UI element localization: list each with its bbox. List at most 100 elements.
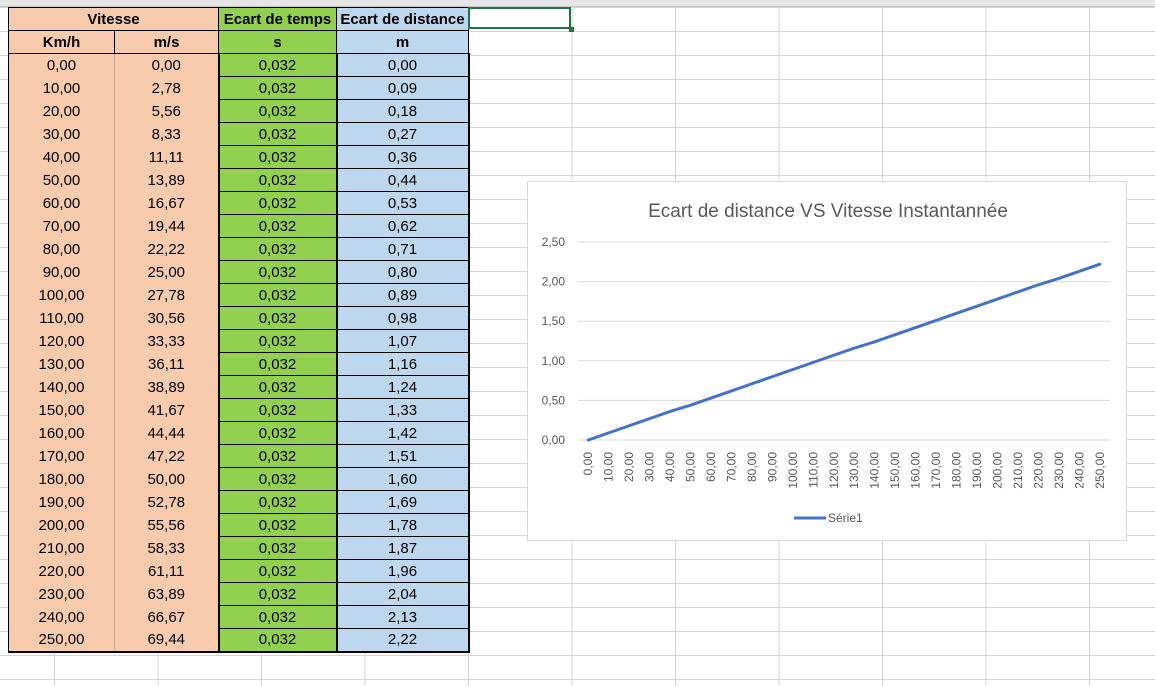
cell-kmh[interactable]: 90,00 bbox=[8, 260, 115, 284]
cell-distance[interactable]: 1,60 bbox=[336, 467, 470, 491]
cell-kmh[interactable]: 150,00 bbox=[8, 398, 115, 422]
cell-ms[interactable]: 50,00 bbox=[114, 467, 220, 491]
data-point[interactable] bbox=[791, 368, 795, 371]
cell-distance[interactable]: 0,09 bbox=[336, 76, 470, 100]
cell-temps[interactable]: 0,032 bbox=[218, 191, 338, 215]
data-point[interactable] bbox=[1098, 262, 1101, 266]
cell-kmh[interactable]: 80,00 bbox=[8, 237, 115, 261]
cell-kmh[interactable]: 160,00 bbox=[8, 421, 115, 445]
cell-distance[interactable]: 0,98 bbox=[336, 306, 470, 330]
cell-kmh[interactable]: 70,00 bbox=[8, 214, 115, 238]
cell-temps[interactable]: 0,032 bbox=[218, 53, 338, 77]
cell-temps[interactable]: 0,032 bbox=[218, 536, 338, 560]
cell-distance[interactable]: 0,00 bbox=[336, 53, 470, 77]
cell-kmh[interactable]: 230,00 bbox=[8, 582, 115, 606]
cell-distance[interactable]: 1,16 bbox=[336, 352, 470, 376]
data-point[interactable] bbox=[627, 424, 631, 427]
cell-temps[interactable]: 0,032 bbox=[218, 628, 338, 653]
data-point[interactable] bbox=[873, 340, 876, 343]
cell-distance[interactable]: 2,13 bbox=[336, 605, 470, 629]
cell-kmh[interactable]: 60,00 bbox=[8, 191, 115, 215]
data-point[interactable] bbox=[853, 346, 856, 350]
cell-distance[interactable]: 1,69 bbox=[336, 490, 470, 514]
cell-kmh[interactable]: 250,00 bbox=[8, 628, 115, 653]
cell-temps[interactable]: 0,032 bbox=[218, 490, 338, 514]
cell-ms[interactable]: 52,78 bbox=[114, 490, 220, 514]
cell-temps[interactable]: 0,032 bbox=[218, 283, 338, 307]
cell-ms[interactable]: 13,89 bbox=[114, 168, 220, 192]
cell-distance[interactable]: 0,71 bbox=[336, 237, 470, 261]
cell-temps[interactable]: 0,032 bbox=[218, 306, 338, 330]
cell-temps[interactable]: 0,032 bbox=[218, 352, 338, 376]
cell-temps[interactable]: 0,032 bbox=[218, 76, 338, 100]
data-point[interactable] bbox=[607, 431, 610, 435]
cell-temps[interactable]: 0,032 bbox=[218, 467, 338, 491]
data-point[interactable] bbox=[1057, 277, 1061, 280]
cell-ms[interactable]: 38,89 bbox=[114, 375, 220, 399]
cell-kmh[interactable]: 170,00 bbox=[8, 444, 115, 468]
cell-distance[interactable]: 1,33 bbox=[336, 398, 470, 422]
data-point[interactable] bbox=[975, 304, 979, 308]
cell-distance[interactable]: 1,87 bbox=[336, 536, 470, 560]
cell-temps[interactable]: 0,032 bbox=[218, 168, 338, 192]
cell-temps[interactable]: 0,032 bbox=[218, 214, 338, 238]
cell-temps[interactable]: 0,032 bbox=[218, 398, 338, 422]
series-line[interactable] bbox=[586, 262, 1102, 442]
cell-ms[interactable]: 61,11 bbox=[114, 559, 220, 583]
cell-ms[interactable]: 47,22 bbox=[114, 444, 220, 468]
header-ms[interactable]: m/s bbox=[114, 30, 219, 54]
cell-kmh[interactable]: 40,00 bbox=[8, 145, 115, 169]
cell-temps[interactable]: 0,032 bbox=[218, 375, 338, 399]
cell-kmh[interactable]: 240,00 bbox=[8, 605, 115, 629]
cell-distance[interactable]: 0,44 bbox=[336, 168, 470, 192]
cell-temps[interactable]: 0,032 bbox=[218, 329, 338, 353]
data-point[interactable] bbox=[730, 389, 733, 393]
cell-ms[interactable]: 22,22 bbox=[114, 237, 220, 261]
cell-ms[interactable]: 27,78 bbox=[114, 283, 220, 307]
data-point[interactable] bbox=[648, 417, 651, 420]
cell-ms[interactable]: 30,56 bbox=[114, 306, 220, 330]
data-point[interactable] bbox=[1037, 283, 1040, 286]
line-chart[interactable]: Ecart de distance VS Vitesse Instantanné… bbox=[527, 181, 1127, 541]
data-point[interactable] bbox=[832, 354, 835, 357]
cell-temps[interactable]: 0,032 bbox=[218, 559, 338, 583]
cell-distance[interactable]: 1,07 bbox=[336, 329, 470, 353]
data-point[interactable] bbox=[709, 396, 713, 400]
data-point[interactable] bbox=[750, 382, 754, 385]
cell-distance[interactable]: 0,36 bbox=[336, 145, 470, 169]
cell-distance[interactable]: 1,51 bbox=[336, 444, 470, 468]
cell-distance[interactable]: 2,04 bbox=[336, 582, 470, 606]
cell-temps[interactable]: 0,032 bbox=[218, 444, 338, 468]
data-point[interactable] bbox=[1078, 270, 1081, 273]
cell-kmh[interactable]: 10,00 bbox=[8, 76, 115, 100]
cell-ms[interactable]: 5,56 bbox=[114, 99, 220, 123]
cell-distance[interactable]: 1,96 bbox=[336, 559, 470, 583]
cell-kmh[interactable]: 140,00 bbox=[8, 375, 115, 399]
cell-ms[interactable]: 25,00 bbox=[114, 260, 220, 284]
cell-ms[interactable]: 0,00 bbox=[114, 53, 220, 77]
data-point[interactable] bbox=[689, 403, 692, 407]
cell-ms[interactable]: 8,33 bbox=[114, 122, 220, 146]
cell-temps[interactable]: 0,032 bbox=[218, 421, 338, 445]
cell-ms[interactable]: 16,67 bbox=[114, 191, 220, 215]
header-ecart-temps[interactable]: Ecart de temps bbox=[218, 7, 337, 31]
data-point[interactable] bbox=[893, 333, 897, 336]
cell-distance[interactable]: 1,24 bbox=[336, 375, 470, 399]
cell-ms[interactable]: 63,89 bbox=[114, 582, 220, 606]
cell-kmh[interactable]: 0,00 bbox=[8, 53, 115, 77]
active-cell-selection[interactable] bbox=[468, 7, 571, 29]
data-point[interactable] bbox=[771, 375, 774, 378]
data-point[interactable] bbox=[1016, 290, 1020, 294]
cell-kmh[interactable]: 220,00 bbox=[8, 559, 115, 583]
cell-kmh[interactable]: 50,00 bbox=[8, 168, 115, 192]
header-kmh[interactable]: Km/h bbox=[8, 30, 115, 54]
cell-temps[interactable]: 0,032 bbox=[218, 122, 338, 146]
cell-ms[interactable]: 44,44 bbox=[114, 421, 220, 445]
cell-kmh[interactable]: 130,00 bbox=[8, 352, 115, 376]
cell-distance[interactable]: 1,42 bbox=[336, 421, 470, 445]
header-ecart-distance[interactable]: Ecart de distance bbox=[336, 7, 469, 31]
cell-kmh[interactable]: 190,00 bbox=[8, 490, 115, 514]
cell-kmh[interactable]: 120,00 bbox=[8, 329, 115, 353]
data-point[interactable] bbox=[587, 438, 590, 442]
header-s[interactable]: s bbox=[218, 30, 337, 54]
